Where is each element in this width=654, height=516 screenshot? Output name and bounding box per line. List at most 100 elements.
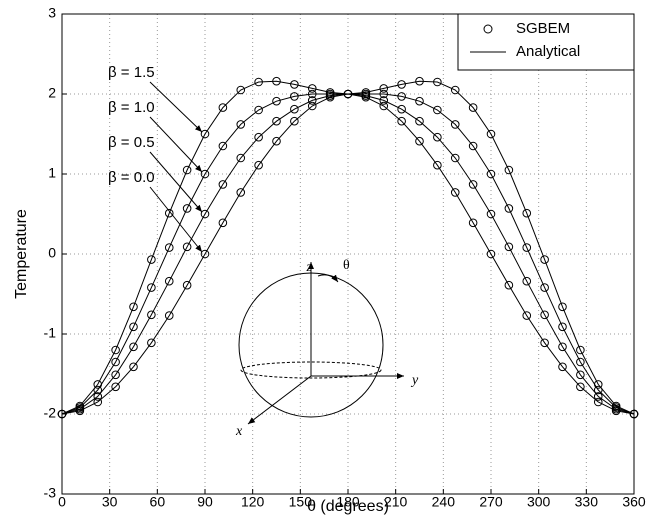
data-point: [433, 160, 442, 170]
data-point: [558, 362, 567, 372]
data-point: [290, 80, 299, 89]
data-point: [182, 242, 192, 252]
data-point: [397, 92, 406, 101]
inset-label: θ: [343, 258, 350, 273]
data-point: [254, 160, 263, 170]
data-point: [164, 243, 174, 252]
data-point: [415, 116, 424, 126]
y-tick-label: 2: [48, 85, 56, 101]
data-point: [379, 101, 389, 111]
theta-arc: [317, 274, 339, 283]
data-point: [236, 85, 246, 95]
data-point: [236, 120, 246, 129]
data-point: [93, 392, 103, 401]
inset-label: z: [306, 260, 313, 275]
data-point: [218, 141, 228, 151]
data-point: [540, 255, 549, 264]
data-point: [415, 136, 424, 146]
data-point: [397, 116, 406, 126]
data-point: [147, 338, 156, 348]
data-point: [218, 103, 228, 112]
data-point: [468, 141, 478, 151]
series-label: β = 1.5: [108, 64, 155, 81]
data-point: [218, 180, 228, 189]
y-tick-label: -3: [44, 485, 57, 501]
data-point: [593, 385, 603, 395]
data-point: [504, 165, 514, 175]
data-point: [236, 153, 246, 163]
data-point: [558, 342, 567, 352]
data-point: [111, 382, 120, 392]
data-point: [486, 129, 496, 139]
x-tick-label: 330: [575, 494, 599, 510]
data-point: [164, 208, 174, 218]
annotation-arrow: [149, 151, 203, 213]
data-point: [111, 357, 120, 367]
data-point: [111, 345, 120, 355]
x-axis-label: θ (degrees): [307, 498, 389, 515]
data-point: [200, 249, 210, 259]
data-point: [450, 85, 460, 95]
y-tick-label: 3: [48, 5, 56, 21]
y-tick-label: -1: [44, 325, 57, 341]
data-point: [540, 283, 549, 292]
data-point: [129, 362, 138, 372]
x-tick-label: 30: [102, 494, 118, 510]
legend-label: SGBEM: [516, 20, 570, 37]
data-point: [111, 370, 120, 380]
data-point: [558, 302, 567, 312]
x-tick-label: 0: [58, 494, 66, 510]
data-point: [540, 338, 549, 348]
data-point: [486, 209, 496, 219]
data-point: [236, 188, 246, 197]
y-tick-label: 0: [48, 245, 56, 261]
equator: [240, 361, 382, 379]
data-point: [468, 218, 478, 228]
data-point: [522, 208, 532, 218]
x-tick-label: 120: [241, 494, 265, 510]
data-point: [450, 188, 460, 197]
data-point: [379, 96, 389, 105]
x-tick-label: 360: [622, 494, 646, 510]
series-label: β = 0.5: [108, 134, 155, 151]
x-tick-label: 240: [432, 494, 456, 510]
data-point: [272, 96, 281, 106]
data-point: [200, 209, 210, 219]
data-point: [164, 311, 174, 320]
x-axis: [247, 375, 312, 425]
y-axis-label: Temperature: [13, 209, 30, 299]
data-point: [307, 84, 317, 93]
data-point: [93, 397, 103, 407]
inset-label: y: [410, 373, 419, 388]
x-tick-label: 270: [479, 494, 503, 510]
data-point: [576, 345, 585, 355]
data-point: [486, 249, 496, 259]
data-point: [147, 255, 156, 264]
x-tick-label: 210: [384, 494, 408, 510]
data-point: [164, 276, 174, 286]
annotation-arrow: [149, 116, 203, 173]
data-point: [576, 370, 585, 380]
series-label: β = 1.0: [108, 99, 155, 116]
data-point: [75, 406, 85, 416]
data-point: [433, 77, 442, 87]
annotation-arrow: [149, 81, 203, 133]
annotation-arrow: [149, 186, 203, 253]
data-point: [218, 218, 228, 228]
data-point: [307, 101, 317, 111]
data-point: [593, 397, 603, 407]
data-point: [307, 89, 317, 99]
data-point: [361, 92, 371, 102]
x-tick-label: 60: [150, 494, 166, 510]
series-line: [61, 80, 635, 415]
data-point: [272, 76, 281, 86]
data-point: [433, 105, 442, 115]
inset-label: x: [235, 424, 243, 439]
data-point: [379, 89, 389, 99]
data-point: [629, 409, 639, 419]
data-point: [325, 92, 335, 102]
data-point: [576, 357, 585, 367]
series-label: β = 0.0: [108, 169, 155, 186]
data-point: [272, 116, 281, 126]
